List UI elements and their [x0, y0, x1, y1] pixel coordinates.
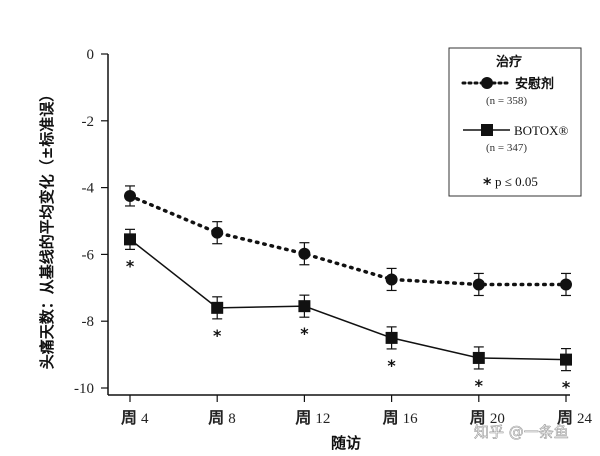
y-tick-label: -6: [82, 247, 95, 263]
x-tick-label: 周 24: [557, 408, 593, 427]
data-point: [211, 226, 224, 239]
significance-marker: *: [300, 324, 309, 343]
significance-marker: *: [387, 356, 396, 375]
data-point: [124, 189, 136, 202]
legend-placebo-n: (n = 358): [486, 95, 527, 107]
data-point: [560, 353, 572, 366]
y-tick-label: 0: [87, 47, 95, 63]
y-axis-title: 头痛天数：从基线的平均变化（±标准误）: [38, 87, 56, 370]
data-point: [472, 278, 485, 291]
watermark: 知乎 @一条鱼: [474, 423, 569, 441]
legend-botox-label: BOTOX®: [514, 123, 569, 138]
significance-marker: *: [213, 326, 222, 345]
significance-marker: *: [126, 256, 135, 275]
y-tick-label: -8: [82, 314, 95, 330]
significance-markers: * * * * * *: [126, 256, 571, 396]
legend-box: [448, 47, 582, 197]
y-tick-label: -4: [82, 181, 95, 197]
data-point: [298, 300, 311, 313]
x-tick-label-cn: 周: [121, 408, 137, 427]
data-point: [298, 247, 311, 260]
data-point: [385, 331, 398, 344]
x-tick-label-num: 20: [490, 411, 505, 427]
legend-botox-marker: [481, 124, 493, 136]
x-tick-label-num: 4: [141, 411, 149, 427]
x-tick-label-num: 8: [228, 411, 236, 427]
legend-note: p ≤ 0.05: [495, 174, 538, 189]
significance-marker: *: [562, 378, 571, 397]
x-tick-label-cn: 周: [383, 408, 399, 427]
y-tick-label: -2: [82, 114, 95, 130]
x-tick-label: 周 20: [470, 408, 505, 427]
legend: 治疗 安慰剂 (n = 358) BOTOX® (n = 347) * p ≤ …: [448, 47, 582, 197]
y-axis-ticks: 0 -2 -4 -6 -8 -10: [74, 47, 108, 397]
series-botox: [124, 228, 572, 372]
x-tick-label-num: 16: [403, 411, 419, 427]
x-tick-label: 周 16: [383, 408, 419, 427]
series-line: [128, 194, 568, 287]
legend-title: 治疗: [496, 54, 522, 70]
axes: [107, 54, 570, 396]
x-tick-label-cn: 周: [208, 408, 224, 427]
legend-placebo-marker: [481, 77, 493, 89]
x-axis-ticks: 周 4 周 8 周 12 周 16 周 20 周 24: [121, 395, 593, 427]
x-tick-label-num: 24: [577, 411, 593, 427]
x-tick-label: 周 12: [295, 408, 330, 427]
y-tick-label: -10: [74, 381, 94, 397]
data-point: [472, 351, 485, 364]
x-tick-label-num: 12: [315, 411, 330, 427]
x-axis-title: 随访: [331, 434, 361, 452]
data-point: [211, 301, 224, 314]
legend-botox-n: (n = 347): [486, 142, 527, 154]
legend-note-marker: *: [483, 174, 492, 193]
series-layer: [124, 185, 572, 372]
series-line: [129, 238, 567, 361]
x-tick-label-cn: 周: [295, 408, 311, 427]
series-placebo: [124, 185, 572, 297]
legend-placebo-label: 安慰剂: [515, 76, 554, 92]
x-tick-label-cn: 周: [470, 408, 486, 427]
data-point: [124, 233, 136, 246]
data-point: [385, 273, 398, 286]
data-point: [560, 278, 572, 291]
x-tick-label-cn: 周: [557, 408, 573, 427]
significance-marker: *: [475, 376, 484, 395]
